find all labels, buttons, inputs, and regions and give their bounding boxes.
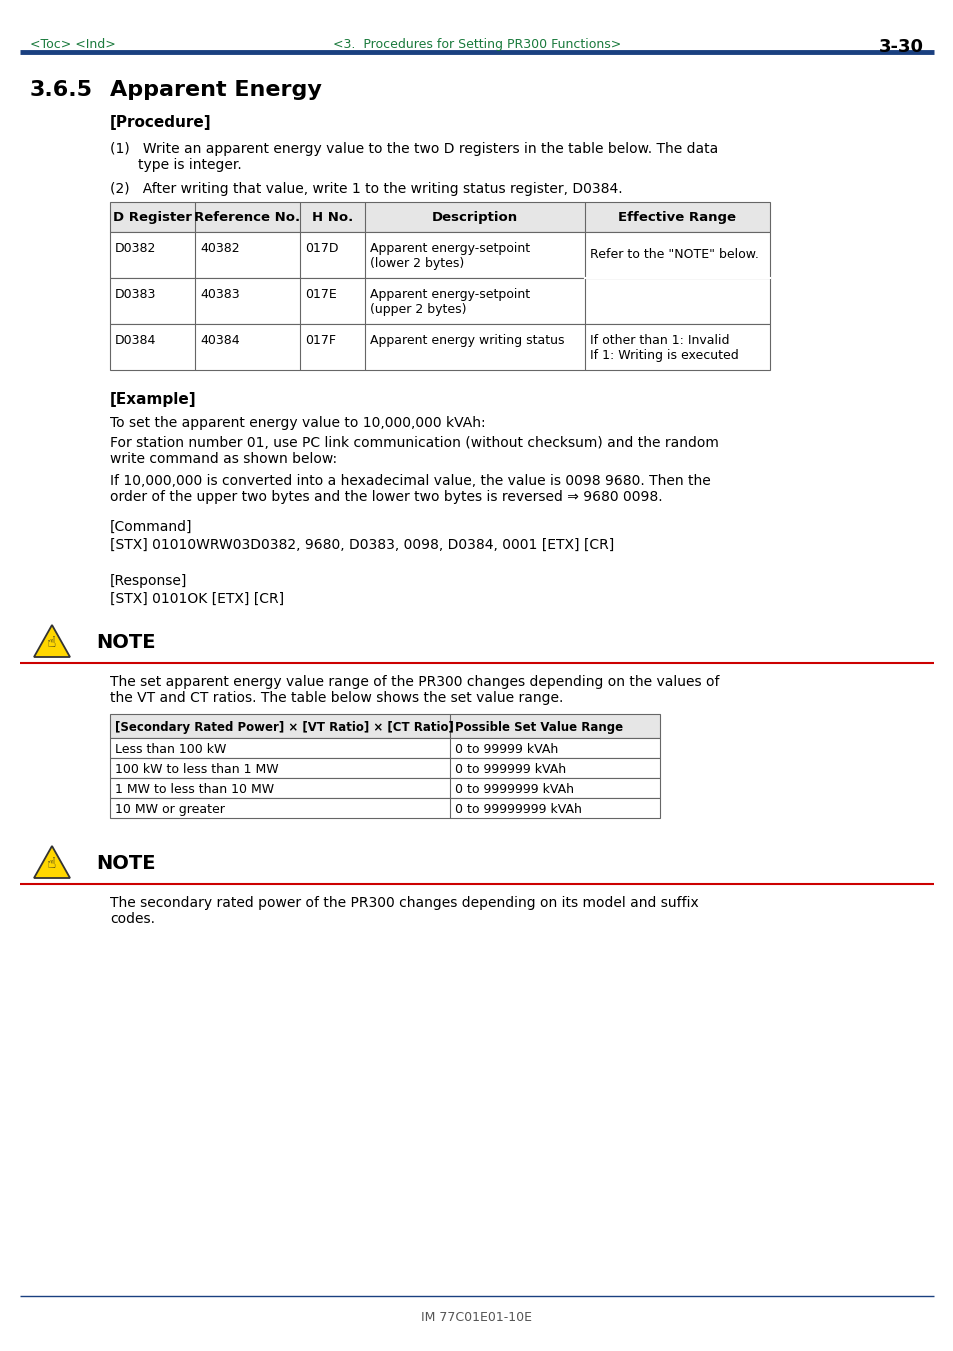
Text: ☝: ☝ bbox=[48, 857, 56, 871]
Text: 40384: 40384 bbox=[200, 334, 239, 347]
Text: ☝: ☝ bbox=[48, 635, 56, 650]
Bar bbox=[110, 203, 769, 232]
Text: To set the apparent energy value to 10,000,000 kVAh:: To set the apparent energy value to 10,0… bbox=[110, 416, 485, 430]
Text: 3.6.5: 3.6.5 bbox=[30, 80, 92, 100]
Text: <3.  Procedures for Setting PR300 Functions>: <3. Procedures for Setting PR300 Functio… bbox=[333, 38, 620, 51]
Polygon shape bbox=[34, 846, 70, 878]
Text: <Toc> <Ind>: <Toc> <Ind> bbox=[30, 38, 115, 51]
Text: 017E: 017E bbox=[305, 288, 336, 301]
Text: Effective Range: Effective Range bbox=[618, 211, 736, 224]
Text: (2)   After writing that value, write 1 to the writing status register, D0384.: (2) After writing that value, write 1 to… bbox=[110, 182, 622, 196]
Text: If 10,000,000 is converted into a hexadecimal value, the value is 0098 9680. The: If 10,000,000 is converted into a hexade… bbox=[110, 474, 710, 488]
Text: Refer to the "NOTE" below.: Refer to the "NOTE" below. bbox=[589, 249, 758, 261]
Text: 017F: 017F bbox=[305, 334, 335, 347]
Text: The secondary rated power of the PR300 changes depending on its model and suffix: The secondary rated power of the PR300 c… bbox=[110, 896, 698, 911]
Text: The set apparent energy value range of the PR300 changes depending on the values: The set apparent energy value range of t… bbox=[110, 676, 719, 689]
Text: 1 MW to less than 10 MW: 1 MW to less than 10 MW bbox=[115, 784, 274, 796]
Polygon shape bbox=[34, 626, 70, 657]
Text: 40383: 40383 bbox=[200, 288, 239, 301]
Text: D0382: D0382 bbox=[115, 242, 156, 255]
Text: D0383: D0383 bbox=[115, 288, 156, 301]
Bar bbox=[110, 758, 659, 778]
Text: IM 77C01E01-10E: IM 77C01E01-10E bbox=[421, 1310, 532, 1324]
Text: codes.: codes. bbox=[110, 912, 154, 925]
Text: NOTE: NOTE bbox=[96, 854, 155, 873]
Text: type is integer.: type is integer. bbox=[138, 158, 241, 172]
Text: NOTE: NOTE bbox=[96, 634, 155, 653]
Text: write command as shown below:: write command as shown below: bbox=[110, 453, 336, 466]
Text: 40382: 40382 bbox=[200, 242, 239, 255]
Text: Apparent energy-setpoint: Apparent energy-setpoint bbox=[370, 288, 530, 301]
Text: Description: Description bbox=[432, 211, 517, 224]
Text: Apparent energy-setpoint: Apparent energy-setpoint bbox=[370, 242, 530, 255]
Text: (upper 2 bytes): (upper 2 bytes) bbox=[370, 303, 466, 316]
Text: [STX] 01010WRW03D0382, 9680, D0383, 0098, D0384, 0001 [ETX] [CR]: [STX] 01010WRW03D0382, 9680, D0383, 0098… bbox=[110, 538, 614, 553]
Text: the VT and CT ratios. The table below shows the set value range.: the VT and CT ratios. The table below sh… bbox=[110, 690, 563, 705]
Text: If 1: Writing is executed: If 1: Writing is executed bbox=[589, 349, 738, 362]
Text: [Secondary Rated Power] × [VT Ratio] × [CT Ratio]: [Secondary Rated Power] × [VT Ratio] × [… bbox=[115, 721, 454, 734]
Text: 100 kW to less than 1 MW: 100 kW to less than 1 MW bbox=[115, 763, 278, 775]
Text: If other than 1: Invalid: If other than 1: Invalid bbox=[589, 334, 729, 347]
Text: 0 to 9999999 kVAh: 0 to 9999999 kVAh bbox=[455, 784, 574, 796]
Text: 0 to 999999 kVAh: 0 to 999999 kVAh bbox=[455, 763, 565, 775]
Text: 3-30: 3-30 bbox=[878, 38, 923, 55]
Text: [Example]: [Example] bbox=[110, 392, 196, 407]
Text: D0384: D0384 bbox=[115, 334, 156, 347]
Text: (1)   Write an apparent energy value to the two D registers in the table below. : (1) Write an apparent energy value to th… bbox=[110, 142, 718, 155]
Bar bbox=[110, 798, 659, 817]
Text: 0 to 99999 kVAh: 0 to 99999 kVAh bbox=[455, 743, 558, 757]
Text: Apparent energy writing status: Apparent energy writing status bbox=[370, 334, 564, 347]
Text: 10 MW or greater: 10 MW or greater bbox=[115, 802, 225, 816]
Text: Possible Set Value Range: Possible Set Value Range bbox=[455, 721, 622, 734]
Text: [Response]: [Response] bbox=[110, 574, 187, 588]
Text: 017D: 017D bbox=[305, 242, 338, 255]
Text: (lower 2 bytes): (lower 2 bytes) bbox=[370, 257, 464, 270]
Text: Apparent Energy: Apparent Energy bbox=[110, 80, 321, 100]
Bar bbox=[110, 713, 659, 738]
Bar bbox=[110, 738, 659, 758]
Text: H No.: H No. bbox=[312, 211, 353, 224]
Text: [STX] 0101OK [ETX] [CR]: [STX] 0101OK [ETX] [CR] bbox=[110, 592, 284, 607]
Text: For station number 01, use PC link communication (without checksum) and the rand: For station number 01, use PC link commu… bbox=[110, 436, 719, 450]
Text: [Command]: [Command] bbox=[110, 520, 193, 534]
Text: Less than 100 kW: Less than 100 kW bbox=[115, 743, 226, 757]
Bar bbox=[110, 278, 769, 324]
Bar bbox=[110, 778, 659, 798]
Bar bbox=[110, 232, 769, 278]
Text: Reference No.: Reference No. bbox=[194, 211, 300, 224]
Text: 0 to 99999999 kVAh: 0 to 99999999 kVAh bbox=[455, 802, 581, 816]
Text: D Register: D Register bbox=[113, 211, 192, 224]
Bar bbox=[110, 324, 769, 370]
Text: [Procedure]: [Procedure] bbox=[110, 115, 212, 130]
Text: order of the upper two bytes and the lower two bytes is reversed ⇒ 9680 0098.: order of the upper two bytes and the low… bbox=[110, 490, 662, 504]
